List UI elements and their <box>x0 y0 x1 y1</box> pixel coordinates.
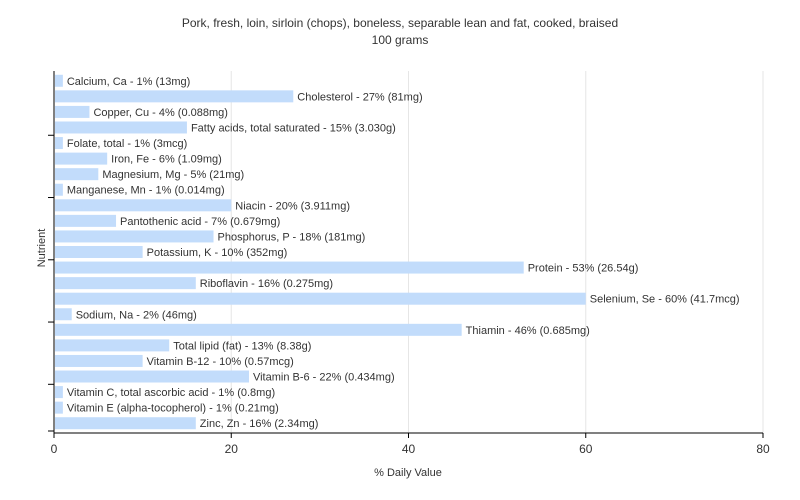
bar-label: Calcium, Ca - 1% (13mg) <box>67 76 190 88</box>
bar-label: Niacin - 20% (3.911mg) <box>235 200 350 212</box>
bar-label: Selenium, Se - 60% (41.7mcg) <box>590 294 740 306</box>
x-axis-title: % Daily Value <box>374 467 442 479</box>
bar-label: Vitamin E (alpha-tocopherol) - 1% (0.21m… <box>67 403 279 415</box>
bar-label: Phosphorus, P - 18% (181mg) <box>218 231 366 243</box>
bar <box>55 401 63 414</box>
bar-label: Magnesium, Mg - 5% (21mg) <box>102 169 244 181</box>
bar <box>55 417 196 430</box>
bar <box>55 152 108 165</box>
bar <box>55 277 196 290</box>
bar-label: Fatty acids, total saturated - 15% (3.03… <box>191 122 396 134</box>
bar-label: Vitamin B-12 - 10% (0.57mcg) <box>147 356 294 368</box>
x-tick-label: 60 <box>579 442 593 456</box>
bar-label: Manganese, Mn - 1% (0.014mg) <box>67 185 225 197</box>
bar <box>55 214 117 227</box>
bar-label: Cholesterol - 27% (81mg) <box>297 91 422 103</box>
bar-label: Iron, Fe - 6% (1.09mg) <box>111 154 222 166</box>
chart-subtitle: 100 grams <box>371 33 429 47</box>
bar-label: Thiamin - 46% (0.685mg) <box>466 325 590 337</box>
x-tick-label: 20 <box>225 442 239 456</box>
bar <box>55 105 90 118</box>
y-axis-title: Nutrient <box>36 229 48 268</box>
bar <box>55 246 143 258</box>
bar <box>55 74 63 87</box>
bar <box>55 261 524 274</box>
x-tick-label: 40 <box>402 442 416 456</box>
bar-label: Sodium, Na - 2% (46mg) <box>76 309 197 321</box>
bar-label: Zinc, Zn - 16% (2.34mg) <box>200 418 319 430</box>
bar <box>55 354 143 367</box>
bar-label: Total lipid (fat) - 13% (8.38g) <box>173 340 311 352</box>
bar <box>55 121 187 134</box>
bar-label: Riboflavin - 16% (0.275mg) <box>200 278 333 290</box>
x-tick-label: 0 <box>51 442 58 456</box>
bar-label: Folate, total - 1% (3mcg) <box>67 138 187 150</box>
bar <box>55 323 462 336</box>
bar <box>55 386 63 399</box>
bar-label: Protein - 53% (26.54g) <box>528 263 639 275</box>
bar-label: Copper, Cu - 4% (0.088mg) <box>93 107 228 119</box>
bar <box>55 183 63 196</box>
bars <box>55 74 586 430</box>
bar-label: Potassium, K - 10% (352mg) <box>147 247 288 259</box>
bar <box>55 308 72 321</box>
bar-label: Pantothenic acid - 7% (0.679mg) <box>120 216 280 228</box>
x-tick-labels: 0 20 40 60 80 <box>51 433 770 456</box>
x-tick-label: 80 <box>756 442 770 456</box>
bar-label: Vitamin B-6 - 22% (0.434mg) <box>253 372 395 384</box>
bar <box>55 370 249 383</box>
bar <box>55 137 63 150</box>
bar-label: Vitamin C, total ascorbic acid - 1% (0.8… <box>67 387 275 399</box>
bar <box>55 230 214 243</box>
bar <box>55 168 99 181</box>
chart-title: Pork, fresh, loin, sirloin (chops), bone… <box>181 16 619 30</box>
bar <box>55 90 294 103</box>
bar <box>55 339 170 352</box>
bar <box>55 199 232 212</box>
bar-labels: Calcium, Ca - 1% (13mg) Cholesterol - 27%… <box>67 76 740 430</box>
bar <box>55 292 586 305</box>
